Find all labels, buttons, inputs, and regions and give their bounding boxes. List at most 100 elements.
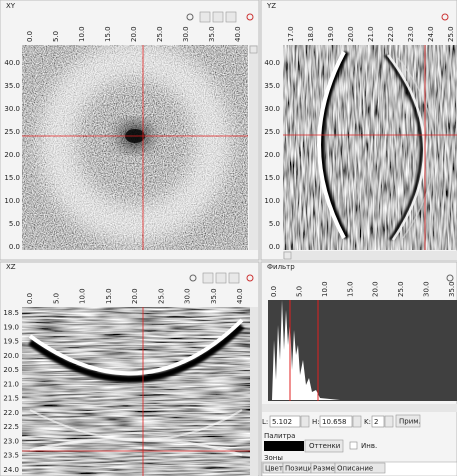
- k-label: K:: [364, 418, 371, 426]
- left-axis-label: 19.0: [3, 323, 19, 331]
- k-value: 2: [374, 418, 378, 426]
- left-axis-label: 22.0: [3, 409, 19, 417]
- top-axis-label: 20.0: [372, 281, 380, 297]
- left-axis-label: 30.0: [4, 105, 20, 113]
- h-value: 10.658: [322, 418, 347, 426]
- left-axis-label: 24.0: [3, 466, 19, 474]
- spin-button[interactable]: [353, 416, 361, 427]
- xz-image: [22, 307, 250, 476]
- top-axis-label: 20.0: [131, 288, 139, 304]
- top-axis-label: 10.0: [321, 281, 329, 297]
- tool-button[interactable]: [200, 12, 210, 22]
- left-axis-label: 35.0: [4, 82, 20, 90]
- zones-title: Зоны: [264, 454, 283, 462]
- panel-title: XY: [6, 2, 16, 10]
- top-axis-label: 22.0: [387, 26, 395, 42]
- xy-image: [22, 45, 248, 250]
- left-axis-label: 20.0: [3, 352, 19, 360]
- scrollbar[interactable]: [249, 45, 258, 250]
- tool-button[interactable]: [213, 12, 223, 22]
- left-axis-label: 0.0: [9, 243, 20, 251]
- l-label: L:: [262, 418, 268, 426]
- apply-label: Прим.: [399, 418, 421, 426]
- left-axis-label: 40.0: [264, 59, 280, 67]
- invert-checkbox[interactable]: [350, 442, 357, 449]
- scrollbar[interactable]: [250, 307, 258, 476]
- top-axis-label: 5.0: [52, 31, 60, 42]
- left-axis-label: 19.5: [3, 338, 19, 346]
- top-axis-label: 25.0: [157, 288, 165, 304]
- left-axis-label: 10.0: [4, 197, 20, 205]
- top-axis-label: 23.0: [407, 26, 415, 42]
- left-axis-label: 15.0: [264, 174, 280, 182]
- left-axis-label: 10.0: [264, 197, 280, 205]
- left-axis-label: 20.5: [3, 366, 19, 374]
- top-axis-label: 15.0: [346, 281, 354, 297]
- top-axis-label: 17.0: [287, 26, 295, 42]
- left-axis-label: 23.0: [3, 437, 19, 445]
- top-axis-label: 0.0: [270, 286, 278, 297]
- spin-button[interactable]: [301, 416, 309, 427]
- spin-button[interactable]: [385, 416, 393, 427]
- tool-button[interactable]: [226, 12, 236, 22]
- top-axis-label: 21.0: [367, 26, 375, 42]
- left-axis-label: 22.5: [3, 423, 19, 431]
- top-axis-label: 24.0: [427, 26, 435, 42]
- top-axis-label: 40.0: [236, 288, 244, 304]
- top-axis-label: 35.0: [208, 26, 216, 42]
- left-axis-label: 20.0: [4, 151, 20, 159]
- top-axis-label: 18.0: [307, 26, 315, 42]
- panel-title: Фильтр: [267, 263, 295, 271]
- top-axis-label: 30.0: [423, 281, 431, 297]
- left-axis-label: 35.0: [264, 82, 280, 90]
- left-axis-label: 23.5: [3, 452, 19, 460]
- top-axis-label: 35.0: [210, 288, 218, 304]
- top-axis-label: 40.0: [234, 26, 242, 42]
- top-axis-label: 20.0: [130, 26, 138, 42]
- top-axis-label: 25.0: [447, 26, 455, 42]
- left-axis-label: 15.0: [4, 174, 20, 182]
- top-axis-label: 0.0: [26, 31, 34, 42]
- palette-title: Палитра: [264, 432, 295, 440]
- scrollbar[interactable]: [262, 404, 457, 412]
- top-axis-label: 25.0: [397, 281, 405, 297]
- panel-title: YZ: [266, 2, 276, 10]
- scrollbar[interactable]: [283, 251, 457, 260]
- top-axis-label: 0.0: [26, 293, 34, 304]
- h-label: H:: [312, 418, 320, 426]
- left-axis-label: 40.0: [4, 59, 20, 67]
- tool-button[interactable]: [216, 273, 226, 283]
- palette-value: Оттенки: [309, 442, 340, 450]
- left-axis-label: 0.0: [269, 243, 280, 251]
- left-axis-label: 5.0: [9, 220, 20, 228]
- left-axis-label: 30.0: [264, 105, 280, 113]
- panel-title: XZ: [6, 263, 16, 271]
- invert-label: Инв.: [361, 442, 377, 450]
- palette-swatch: [264, 441, 304, 451]
- left-axis-label: 5.0: [269, 220, 280, 228]
- yz-image: [283, 45, 457, 250]
- left-axis-label: 20.0: [264, 151, 280, 159]
- scroll-button[interactable]: [250, 46, 257, 53]
- top-axis-label: 15.0: [104, 26, 112, 42]
- column-label: Цвет: [265, 465, 283, 473]
- top-axis-label: 5.0: [52, 293, 60, 304]
- top-axis-label: 19.0: [327, 26, 335, 42]
- top-axis-label: 15.0: [105, 288, 113, 304]
- top-axis-label: 30.0: [182, 26, 190, 42]
- top-axis-label: 25.0: [156, 26, 164, 42]
- left-axis-label: 25.0: [264, 128, 280, 136]
- left-axis-label: 25.0: [4, 128, 20, 136]
- left-axis-label: 18.5: [3, 309, 19, 317]
- top-axis-label: 5.0: [295, 286, 303, 297]
- scroll-button[interactable]: [284, 252, 291, 259]
- tool-button[interactable]: [229, 273, 239, 283]
- tool-button[interactable]: [203, 273, 213, 283]
- left-axis-label: 21.0: [3, 380, 19, 388]
- top-axis-label: 35.0: [448, 281, 456, 297]
- top-axis-label: 20.0: [347, 26, 355, 42]
- top-axis-label: 10.0: [78, 26, 86, 42]
- top-axis-label: 30.0: [184, 288, 192, 304]
- left-axis-label: 21.5: [3, 395, 19, 403]
